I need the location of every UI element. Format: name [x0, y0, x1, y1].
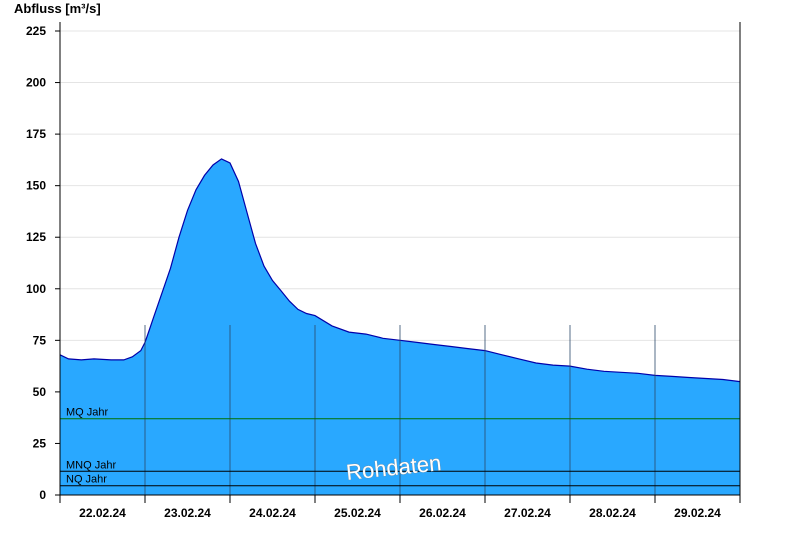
x-tick-label: 25.02.24 [334, 506, 381, 520]
y-tick-label: 125 [26, 230, 46, 244]
x-tick-label: 29.02.24 [674, 506, 721, 520]
x-tick-label: 23.02.24 [164, 506, 211, 520]
y-tick-label: 225 [26, 24, 46, 38]
reference-label: MQ Jahr [66, 407, 109, 419]
x-tick-label: 24.02.24 [249, 506, 296, 520]
reference-label: NQ Jahr [66, 474, 107, 486]
y-tick-label: 200 [26, 76, 46, 90]
y-tick-label: 150 [26, 179, 46, 193]
x-tick-label: 22.02.24 [79, 506, 126, 520]
y-tick-label: 50 [33, 385, 47, 399]
y-axis-label: Abfluss [m³/s] [14, 1, 101, 16]
x-tick-label: 27.02.24 [504, 506, 551, 520]
y-tick-labels: 0 25 50 75 100 125 150 175 200 225 [26, 24, 60, 502]
day-separators [59, 325, 741, 503]
y-tick-label: 100 [26, 282, 46, 296]
y-tick-label: 175 [26, 127, 46, 141]
x-tick-label: 26.02.24 [419, 506, 466, 520]
x-tick-labels: 22.02.24 23.02.24 24.02.24 25.02.24 26.02.24… [79, 506, 721, 520]
reference-label: MNQ Jahr [66, 459, 116, 471]
axes [59, 22, 741, 496]
y-tick-label: 25 [33, 436, 47, 450]
y-tick-label: 0 [39, 488, 46, 502]
x-tick-label: 28.02.24 [589, 506, 636, 520]
y-tick-label: 75 [33, 333, 47, 347]
series-line [59, 158, 741, 383]
reference-lines: MQ Jahr MNQ Jahr NQ Jahr [60, 407, 740, 487]
